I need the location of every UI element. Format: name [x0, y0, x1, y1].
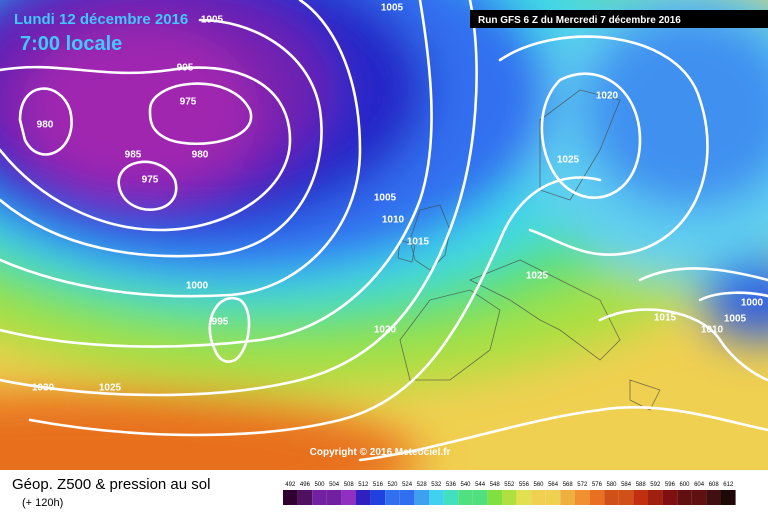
colorbar-label: 544: [475, 482, 486, 488]
isobar-label: 1005: [724, 314, 747, 325]
isobar-label: 1020: [374, 325, 397, 336]
colorbar-label: 536: [446, 482, 457, 488]
isobar-label: 1020: [596, 91, 619, 102]
forecast-time: 7:00 locale: [20, 33, 122, 55]
colorbar-label: 508: [344, 482, 355, 488]
colorbar-cell: [385, 490, 400, 505]
colorbar-cell: [472, 490, 488, 505]
colorbar-label: 548: [490, 482, 501, 488]
colorbar-cell: [706, 490, 721, 505]
copyright: Copyright © 2016 Meteociel.fr: [310, 447, 451, 458]
colorbar-cell: [662, 490, 678, 505]
isobar-label: 995: [212, 317, 229, 328]
run-banner: [470, 10, 768, 28]
colorbar-label: 600: [679, 482, 690, 488]
colorbar-label: 596: [665, 482, 676, 488]
colorbar-label: 568: [563, 482, 574, 488]
colorbar-cell: [560, 490, 575, 505]
colorbar-label: 564: [548, 482, 559, 488]
colorbar-cell: [399, 490, 415, 505]
isobar-label: 985: [125, 150, 142, 161]
colorbar: 492 496 500 504 508 512 516 520 524 528 532 536 540 5…: [283, 482, 736, 505]
colorbar-label: 576: [592, 482, 603, 488]
colorbar-label: 524: [402, 482, 413, 488]
colorbar-label: 492: [285, 482, 296, 488]
colorbar-cell: [326, 490, 342, 505]
colorbar-label: 588: [636, 482, 647, 488]
colorbar-label: 528: [417, 482, 428, 488]
isobar-label: 980: [37, 120, 54, 131]
colorbar-cell: [589, 490, 605, 505]
colorbar-cell: [283, 490, 298, 505]
isobar-label: 1025: [557, 155, 580, 166]
isobar-label: 1015: [654, 313, 677, 324]
colorbar-label: 584: [621, 482, 632, 488]
isobar-label: 1000: [186, 281, 209, 292]
colorbar-cell: [297, 490, 313, 505]
isobar-label: 975: [180, 97, 197, 108]
colorbar-label: 592: [650, 482, 661, 488]
colorbar-label: 496: [300, 482, 311, 488]
isobars: [0, 0, 768, 462]
colorbar-cell: [618, 490, 634, 505]
isobar-label: 1005: [201, 15, 224, 26]
colorbar-label: 500: [314, 482, 325, 488]
isobar-label: 995: [177, 63, 194, 74]
colorbar-cell: [721, 490, 736, 505]
colorbar-cell: [531, 490, 546, 505]
colorbar-label: 612: [723, 482, 734, 488]
colorbar-cell: [691, 490, 707, 505]
colorbar-label: 540: [460, 482, 471, 488]
run-info: Run GFS 6 Z du Mercredi 7 décembre 2016: [478, 15, 681, 26]
isobar-label: 1005: [374, 193, 397, 204]
colorbar-label: 608: [709, 482, 720, 488]
forecast-date: Lundi 12 décembre 2016: [14, 11, 188, 28]
colorbar-label: 560: [533, 482, 544, 488]
colorbar-label: 516: [373, 482, 384, 488]
isobar-label: 1010: [382, 215, 405, 226]
colorbar-label: 556: [519, 482, 530, 488]
colorbar-cell: [487, 490, 502, 505]
colorbar-cell: [312, 490, 327, 505]
colorbar-cell: [677, 490, 692, 505]
colorbar-cell: [414, 490, 429, 505]
colorbar-cell: [604, 490, 619, 505]
colorbar-cell: [458, 490, 473, 505]
isobar-label: 980: [192, 150, 209, 161]
isobar-label: 975: [142, 175, 159, 186]
colorbar-cell: [648, 490, 663, 505]
colorbar-label: 504: [329, 482, 340, 488]
colorbar-cell: [516, 490, 532, 505]
colorbar-label: 512: [358, 482, 369, 488]
colorbar-cell: [502, 490, 517, 505]
colorbar-label: 552: [504, 482, 515, 488]
colorbar-cell: [341, 490, 356, 505]
colorbar-cell: [429, 490, 444, 505]
colorbar-cell: [633, 490, 648, 505]
colorbar-cell: [443, 490, 459, 505]
colorbar-label: 580: [606, 482, 617, 488]
isobar-label: 1025: [99, 383, 122, 394]
colorbar-cell: [545, 490, 561, 505]
colorbar-cell: [575, 490, 590, 505]
colorbar-cell: [356, 490, 371, 505]
isobar-label: 1030: [32, 383, 55, 394]
footer-title: Géop. Z500 & pression au sol: [12, 476, 210, 493]
isobar-label: 1005: [381, 3, 404, 14]
footer-subtitle: (+ 120h): [22, 497, 63, 509]
colorbar-cell: [370, 490, 386, 505]
colorbar-label: 604: [694, 482, 705, 488]
colorbar-label: 520: [387, 482, 398, 488]
isobar-label: 1015: [407, 237, 430, 248]
isobar-label: 1025: [526, 271, 549, 282]
isobar-label: 1000: [741, 298, 764, 309]
isobar-label: 1010: [701, 325, 724, 336]
colorbar-label: 532: [431, 482, 442, 488]
colorbar-label: 572: [577, 482, 588, 488]
